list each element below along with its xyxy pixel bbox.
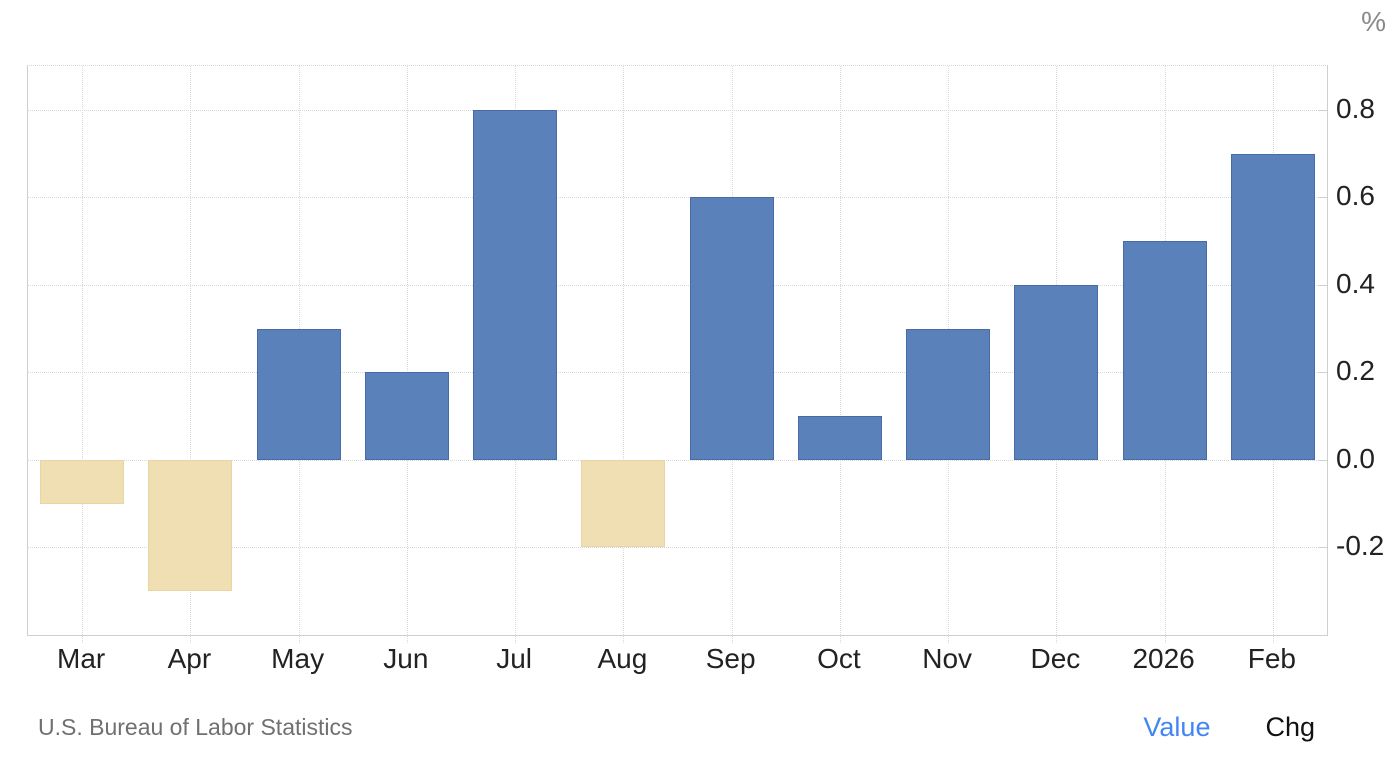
x-axis-label: Apr (167, 643, 212, 674)
x-axis-tick (839, 635, 841, 643)
gridline-horizontal (28, 547, 1327, 549)
x-axis-label: Nov (922, 643, 973, 674)
x-axis-tick (948, 635, 950, 643)
gridline-vertical (839, 66, 841, 635)
y-axis-tick (1319, 547, 1327, 549)
x-axis-label: Jun (383, 643, 429, 674)
x-axis-label: Dec (1030, 643, 1081, 674)
y-axis-unit-label: % (1361, 6, 1386, 37)
x-axis-tick (1056, 635, 1058, 643)
x-axis-tick (1272, 635, 1274, 643)
chg-toggle[interactable]: Chg (1265, 712, 1315, 742)
x-axis-tick (406, 635, 408, 643)
gridline-horizontal (28, 372, 1327, 374)
value-toggle[interactable]: Value (1143, 712, 1211, 742)
y-axis-label: -0.2 (1336, 530, 1385, 562)
chart-bar[interactable] (40, 459, 125, 504)
y-axis-label: 0.6 (1336, 180, 1375, 212)
x-axis-tick (1164, 635, 1166, 643)
x-axis-label: 2026 (1132, 643, 1195, 674)
y-axis-label: 0.4 (1336, 267, 1375, 299)
chart-bar[interactable] (473, 109, 558, 460)
x-axis-label: Mar (57, 643, 106, 674)
gridline-horizontal (28, 197, 1327, 199)
x-axis-tick (623, 635, 625, 643)
gridline-vertical (623, 66, 625, 635)
gridline-vertical (82, 66, 84, 635)
x-axis-tick (515, 635, 517, 643)
y-axis-label: 0.0 (1336, 442, 1375, 474)
legend-toggles: Value Chg (1143, 712, 1315, 743)
x-axis-tick (298, 635, 300, 643)
source-attribution: U.S. Bureau of Labor Statistics (38, 714, 353, 740)
x-axis-label: Jul (496, 643, 533, 674)
x-axis-label: Feb (1247, 643, 1296, 674)
chart-bar[interactable] (1014, 284, 1099, 460)
x-axis-label: Sep (705, 643, 756, 674)
y-axis-label: 0.2 (1336, 355, 1375, 387)
gridline-vertical (406, 66, 408, 635)
chart-bar[interactable] (256, 328, 341, 460)
x-axis-label: Aug (597, 643, 648, 674)
y-axis-tick (1319, 372, 1327, 374)
chart-footer: U.S. Bureau of Labor Statistics Value Ch… (0, 706, 1400, 752)
y-axis-tick (1319, 109, 1327, 111)
chart-bar[interactable] (689, 197, 774, 460)
plot-area (27, 65, 1328, 643)
chart-bar[interactable] (1230, 153, 1315, 460)
chart-bar[interactable] (1122, 241, 1207, 460)
gridline-horizontal (28, 109, 1327, 111)
y-axis-tick (1319, 197, 1327, 199)
chart-bar[interactable] (364, 372, 449, 460)
y-axis-label: 0.8 (1336, 92, 1375, 124)
chart-bar[interactable] (797, 416, 882, 460)
y-axis-tick (1319, 284, 1327, 286)
gridline-horizontal (28, 459, 1327, 461)
x-axis-tick (731, 635, 733, 643)
x-axis-tick (190, 635, 192, 643)
chart-bar[interactable] (906, 328, 991, 460)
chart-bar[interactable] (581, 459, 666, 548)
gridline-vertical (190, 66, 192, 635)
y-axis-tick (1319, 459, 1327, 461)
x-axis-tick (82, 635, 84, 643)
x-axis-label: Oct (817, 643, 861, 674)
chart-bar[interactable] (148, 459, 233, 592)
x-axis-label: May (271, 643, 325, 674)
gridline-horizontal (28, 284, 1327, 286)
